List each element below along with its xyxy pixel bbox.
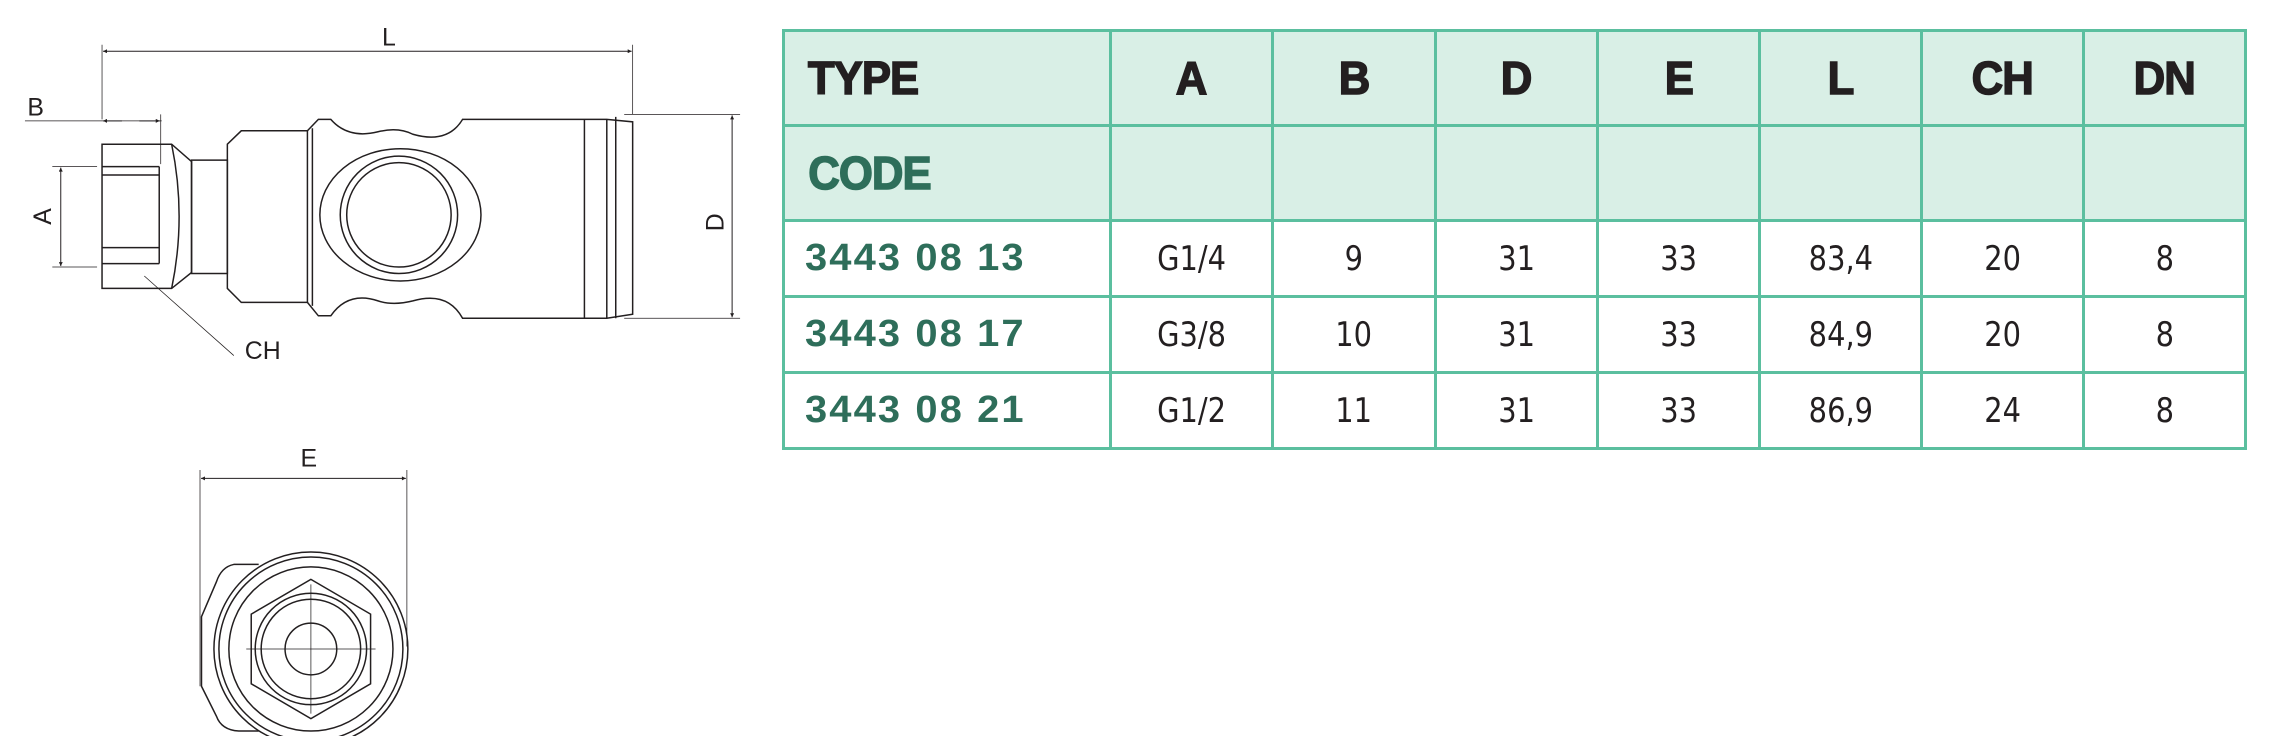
label-A: A [29,208,57,225]
cell-l: 86,9 [1808,390,1873,431]
cell-d: 31 [1498,314,1535,355]
end-view [199,469,409,736]
label-CH: CH [245,337,281,365]
cell-b: 11 [1335,390,1373,431]
cell-ch: 20 [1984,238,2021,279]
label-B: B [27,93,44,121]
table-row: 3443 08 21 G1/2 11 31 33 86,9 24 8 [782,371,2247,450]
cell-l: 84,9 [1808,314,1873,355]
row-code: 3443 08 17 [805,313,1026,355]
header-d: D [1500,51,1533,105]
table-row: 3443 08 17 G3/8 10 31 33 84,9 20 8 [782,295,2247,374]
technical-drawing: L B A D CH E [24,24,741,736]
cell-dn: 8 [2155,238,2174,279]
cell-d: 31 [1498,238,1535,279]
header-type: TYPE [807,51,920,105]
row-code: 3443 08 13 [805,237,1026,279]
cell-b: 10 [1335,314,1373,355]
label-D: D [702,213,730,231]
header-code: CODE [808,146,933,200]
cell-a: G1/2 [1157,390,1226,431]
cell-a: G1/4 [1157,238,1226,279]
cell-e: 33 [1660,390,1697,431]
cell-e: 33 [1660,314,1697,355]
header-ch: CH [1971,51,2035,105]
label-L: L [382,24,396,52]
cell-ch: 20 [1984,314,2021,355]
header-dn: DN [2133,51,2197,105]
cell-dn: 8 [2155,390,2174,431]
cell-a: G3/8 [1157,314,1226,355]
header-l: L [1827,51,1855,105]
row-code: 3443 08 21 [805,389,1026,431]
cell-d: 31 [1498,390,1535,431]
header-b: B [1338,51,1371,105]
header-a: A [1175,51,1208,105]
header-row: TYPE A B D E L CH DN [782,29,2247,127]
cell-dn: 8 [2155,314,2174,355]
side-view [24,44,741,356]
header-e: E [1664,51,1695,105]
cell-ch: 24 [1984,390,2021,431]
code-header-row: CODE [782,124,2247,222]
cell-b: 9 [1344,238,1364,279]
label-E: E [300,444,317,472]
cell-l: 83,4 [1808,238,1873,279]
spec-table: TYPE A B D E L CH DN CODE 3443 08 13 G1/… [782,29,2247,450]
table-row: 3443 08 13 G1/4 9 31 33 83,4 20 8 [782,219,2247,298]
cell-e: 33 [1660,238,1697,279]
